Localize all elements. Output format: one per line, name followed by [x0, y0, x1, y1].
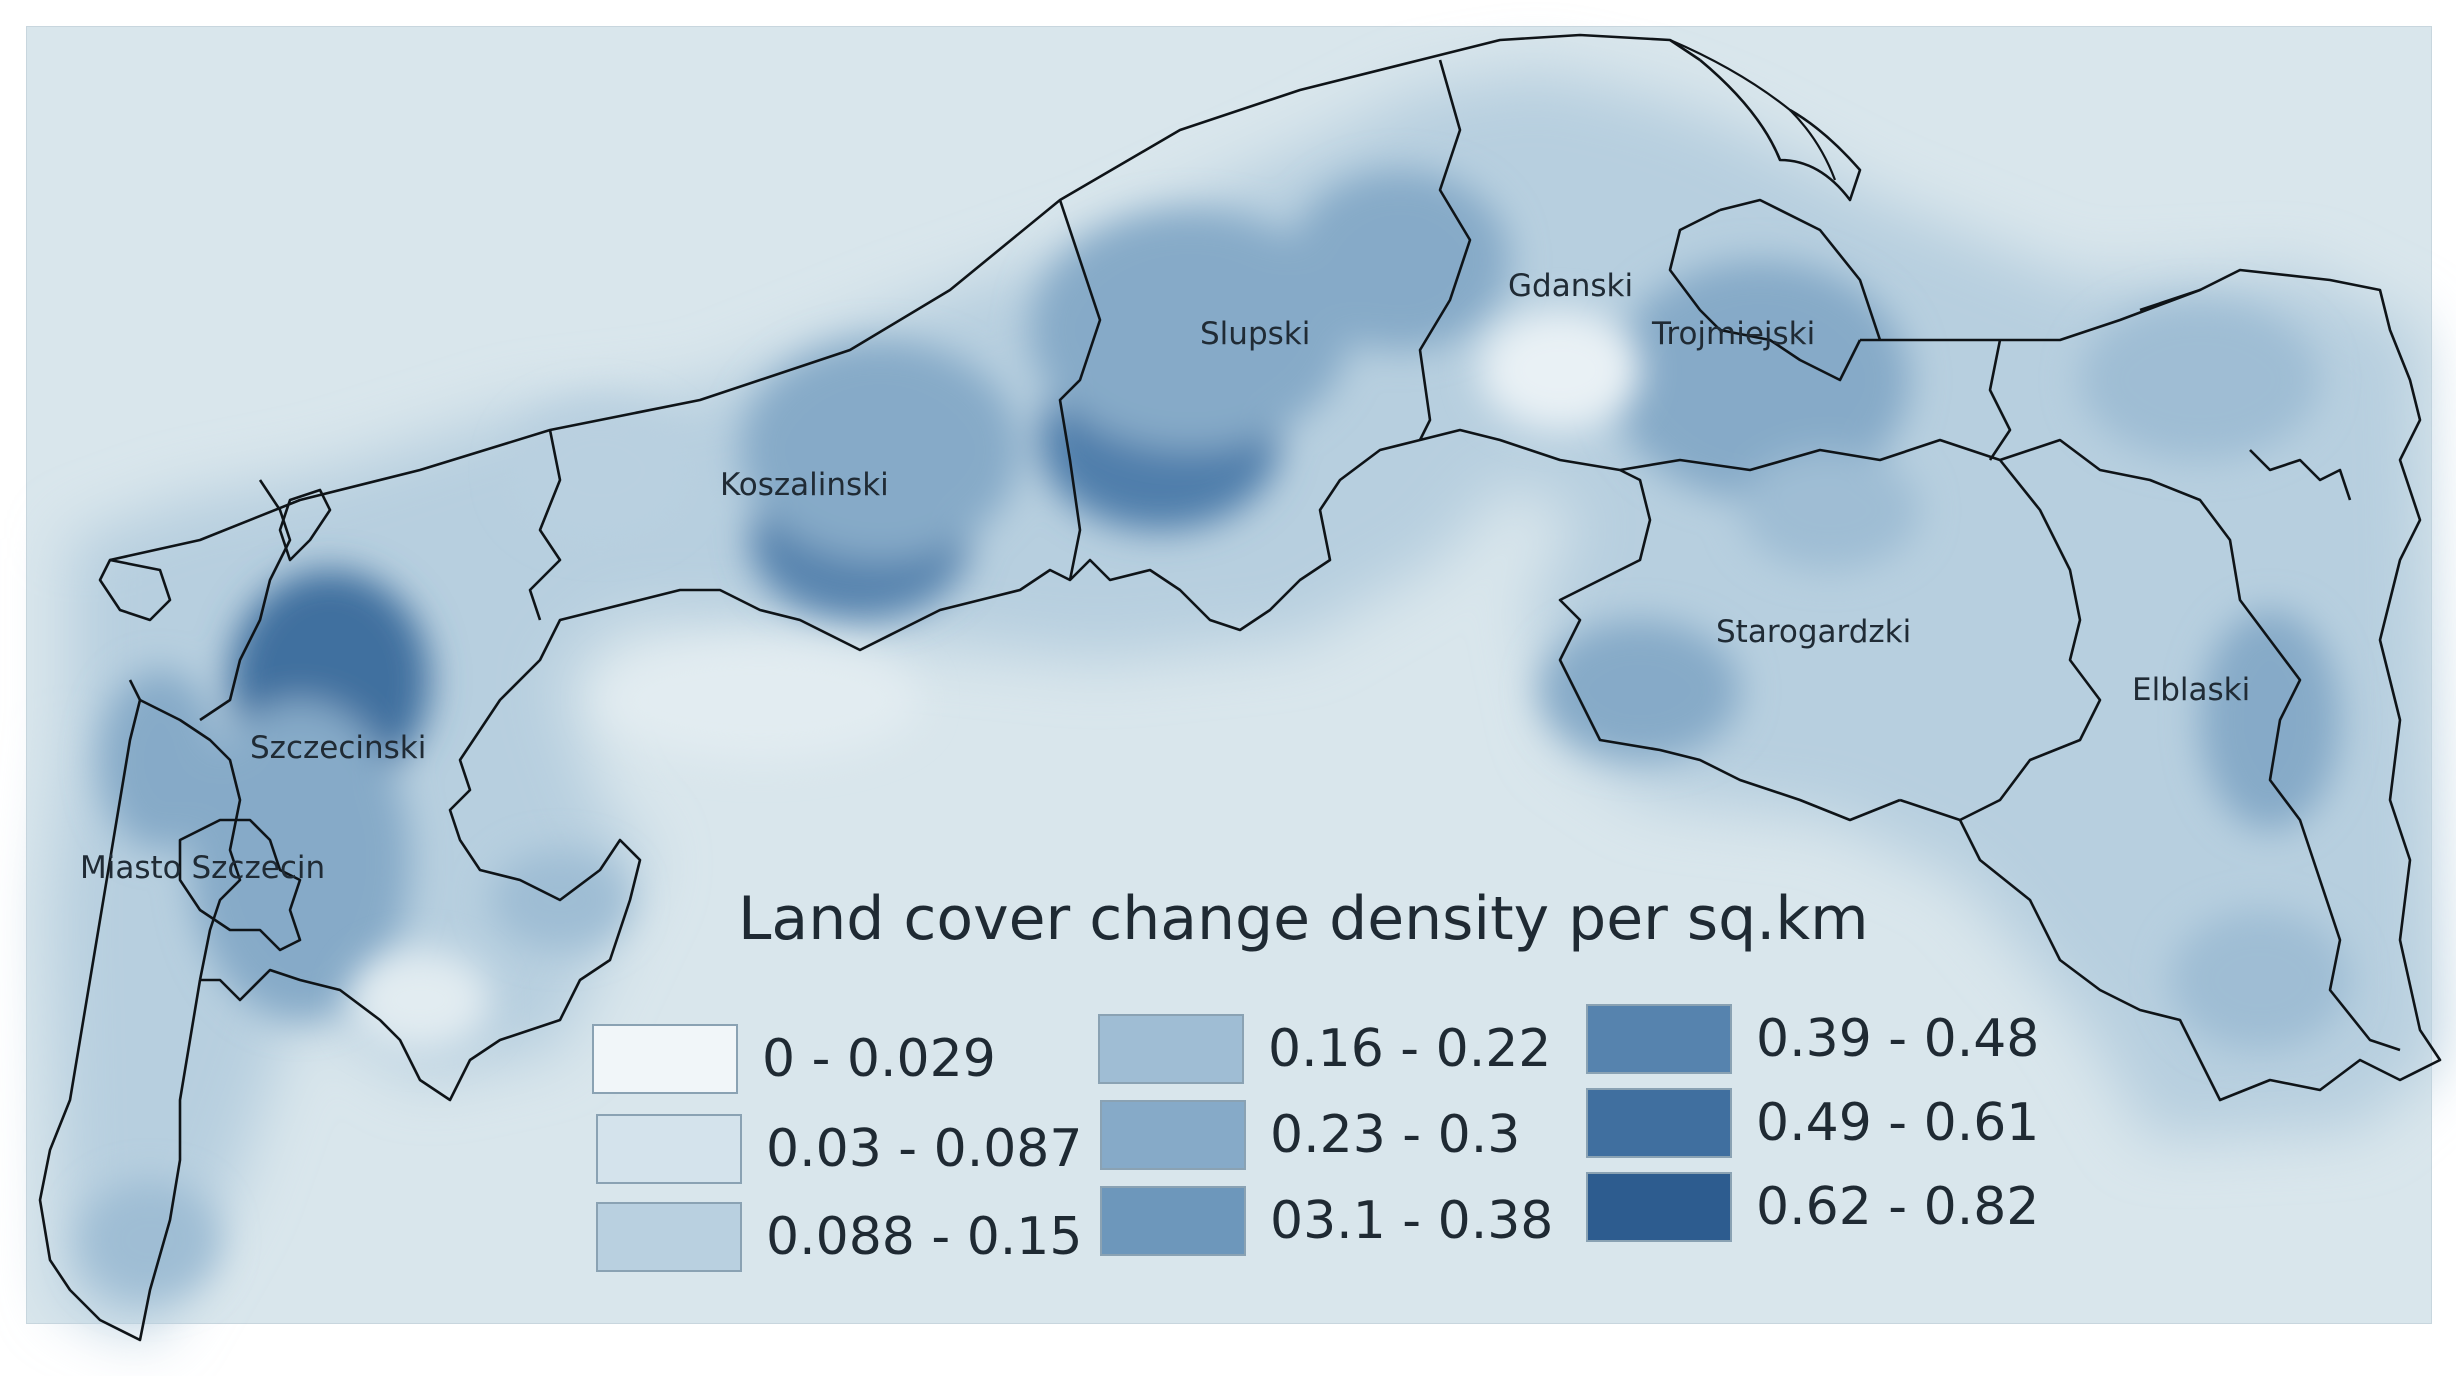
legend-label: 0.03 - 0.087 — [766, 1119, 1083, 1179]
legend-label: 0.62 - 0.82 — [1756, 1177, 2040, 1237]
legend-swatch — [1098, 1014, 1244, 1084]
legend-swatch — [592, 1024, 738, 1094]
legend-label: 0.23 - 0.3 — [1270, 1105, 1521, 1165]
region-label-trojmiejski: Trojmiejski — [1651, 316, 1815, 352]
legend-title: Land cover change density per sq.km — [738, 884, 1869, 954]
legend-item: 03.1 - 0.38 — [1100, 1184, 1553, 1258]
legend-swatch — [596, 1202, 742, 1272]
legend-item: 0.49 - 0.61 — [1586, 1086, 2039, 1160]
legend-swatch — [1100, 1186, 1246, 1256]
legend-item: 0.16 - 0.22 — [1098, 1012, 1551, 1086]
region-label-miasto-szczecin: Miasto Szczecin — [80, 850, 325, 886]
legend-swatch — [1586, 1004, 1732, 1074]
legend-item: 0.62 - 0.82 — [1586, 1170, 2039, 1244]
region-borders — [38, 33, 2442, 1342]
legend-label: 0.49 - 0.61 — [1756, 1093, 2040, 1153]
legend-label: 0.088 - 0.15 — [766, 1207, 1083, 1267]
legend-label: 03.1 - 0.38 — [1270, 1191, 1554, 1251]
legend-label: 0.16 - 0.22 — [1268, 1019, 1552, 1079]
legend-item: 0.23 - 0.3 — [1100, 1098, 1520, 1172]
legend-label: 0.39 - 0.48 — [1756, 1009, 2040, 1069]
region-label-szczecinski: Szczecinski — [250, 730, 426, 766]
legend-swatch — [1586, 1088, 1732, 1158]
legend-swatch — [596, 1114, 742, 1184]
region-label-koszalinski: Koszalinski — [720, 467, 889, 503]
region-label-starogardzki: Starogardzki — [1716, 614, 1911, 650]
legend-item: 0.39 - 0.48 — [1586, 1002, 2039, 1076]
legend-label: 0 - 0.029 — [762, 1029, 996, 1089]
legend-item: 0 - 0.029 — [592, 1022, 996, 1096]
legend-item: 0.03 - 0.087 — [596, 1112, 1082, 1186]
legend-item: 0.088 - 0.15 — [596, 1200, 1082, 1274]
region-label-elblaski: Elblaski — [2132, 672, 2250, 708]
legend-swatch — [1100, 1100, 1246, 1170]
region-label-slupski: Slupski — [1200, 316, 1310, 352]
density-hotspots — [80, 170, 2350, 1300]
legend-swatch — [1586, 1172, 1732, 1242]
region-label-gdanski: Gdanski — [1508, 268, 1633, 304]
